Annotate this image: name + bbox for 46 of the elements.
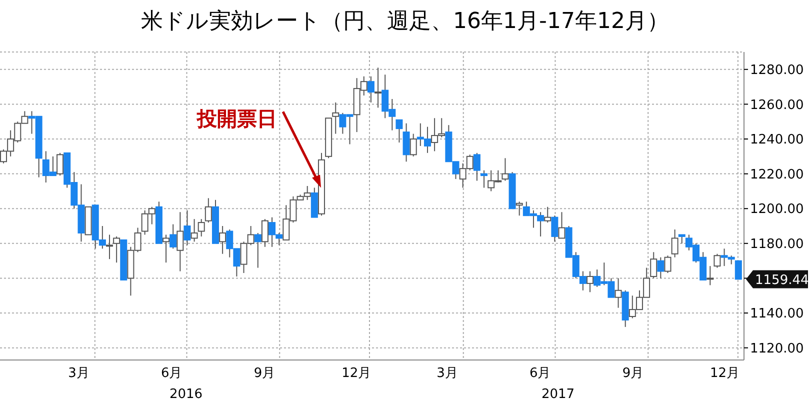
y-tick-label: 1260.00: [750, 98, 804, 113]
text: 1159.44: [755, 273, 809, 288]
x-tick-label: 3月: [68, 366, 90, 382]
candlestick: [332, 102, 340, 134]
x-tick-label: 9月: [622, 366, 644, 382]
y-tick-label: 1200.00: [750, 202, 804, 218]
text: 2017: [541, 387, 575, 402]
candlestick: [714, 253, 721, 268]
candlestick: [516, 201, 523, 216]
candlestick: [219, 226, 226, 254]
candlestick: [162, 234, 170, 264]
candlestick: [190, 218, 198, 242]
x-tick-label: 6月: [529, 366, 551, 382]
candlestick: [558, 212, 566, 239]
candlestick: [204, 198, 212, 224]
candlestick: [480, 170, 488, 188]
candlestick: [502, 158, 509, 182]
x-tick-label: 12月: [710, 366, 740, 382]
y-tick-label: 1140.00: [750, 306, 804, 322]
y-tick-label: 1180.00: [750, 237, 804, 252]
x-tick-label: 9月: [254, 366, 276, 382]
annotation: 投開票日: [196, 106, 278, 131]
x-tick-label: 6月: [160, 366, 182, 382]
candlestick: [544, 206, 552, 224]
candlestick: [176, 212, 184, 272]
candlestick: [664, 255, 672, 274]
candlestick: [261, 218, 268, 248]
candlestick: [671, 228, 678, 258]
text: 2016: [169, 387, 203, 402]
y-tick-label: 1240.00: [750, 132, 804, 148]
x-tick-label: 3月: [436, 366, 458, 382]
y-tick-label: 1120.00: [750, 341, 804, 356]
candlestick: [586, 270, 594, 293]
y-tick-label: 1280.00: [750, 63, 804, 78]
candlestick: [198, 218, 205, 237]
candlestick: [56, 152, 64, 176]
candlestick: [734, 260, 742, 280]
candlestick: [650, 252, 658, 279]
candlestick: [106, 234, 113, 260]
candlestick: [113, 236, 120, 264]
x-tick-label: 12月: [342, 366, 372, 382]
candlestick: [410, 133, 417, 157]
candlestick: [614, 278, 622, 308]
candlestick: [396, 119, 403, 143]
y-tick-label: 1220.00: [750, 167, 804, 182]
chart-title: 米ドル実効レート（円、週足、16年1月-17年12月）: [140, 8, 670, 36]
